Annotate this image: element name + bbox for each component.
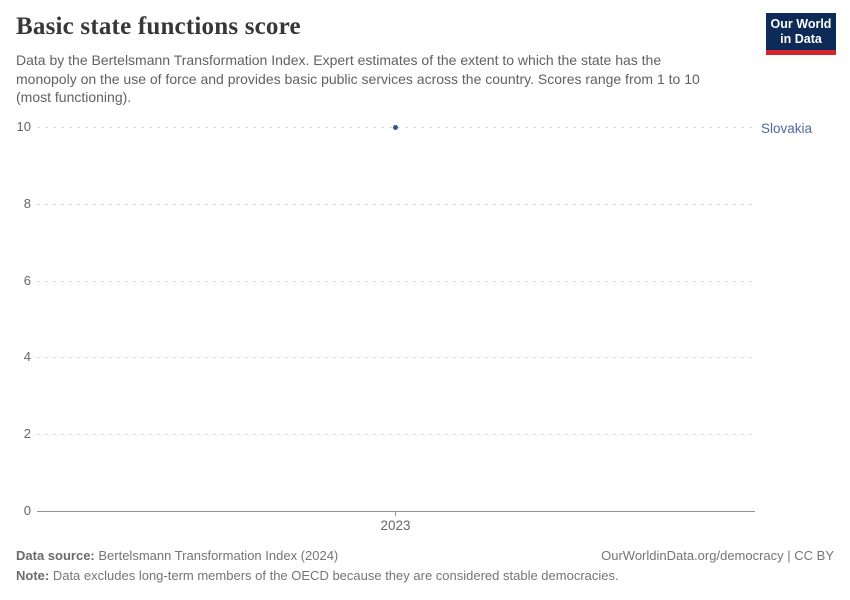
y-axis-tick-label: 10 — [16, 119, 31, 134]
series-label-slovakia[interactable]: Slovakia — [761, 121, 813, 136]
x-axis-line — [37, 511, 755, 512]
chart-footer: Data source: Bertelsmann Transformation … — [16, 548, 834, 563]
chart-subtitle-line: (most functioning). — [16, 89, 132, 105]
owid-license-link[interactable]: OurWorldinData.org/democracy | CC BY — [601, 548, 834, 563]
note-label: Note: — [16, 568, 50, 583]
y-axis-tick-label: 8 — [23, 196, 31, 211]
chart-subtitle: Data by the Bertelsmann Transformation I… — [16, 51, 746, 107]
chart-title: Basic state functions score — [16, 13, 301, 40]
data-source-text: Bertelsmann Transformation Index (2024) — [94, 548, 339, 563]
chart-subtitle-line: monopoly on the use of force and provide… — [16, 70, 700, 87]
chart-note: Note: Data excludes long-term members of… — [16, 568, 834, 583]
gridline-8 — [37, 204, 755, 205]
chart-subtitle-line: Data by the Bertelsmann Transformation I… — [16, 52, 662, 68]
data-point-slovakia[interactable] — [393, 125, 398, 130]
x-axis-tick — [395, 511, 396, 516]
y-axis-tick-label: 4 — [23, 349, 31, 364]
y-axis-tick-label: 2 — [23, 426, 31, 441]
data-source-line: Data source: Bertelsmann Transformation … — [16, 548, 338, 563]
owid-logo[interactable]: Our World in Data — [766, 13, 836, 55]
note-text: Data excludes long-term members of the O… — [49, 568, 619, 583]
gridline-4 — [37, 357, 755, 358]
owid-logo-line2: in Data — [780, 32, 822, 46]
x-axis-tick-label: 2023 — [380, 518, 411, 533]
y-axis-tick-label: 6 — [23, 273, 31, 288]
y-axis-tick-label: 0 — [23, 503, 31, 518]
gridline-2 — [37, 434, 755, 435]
gridline-6 — [37, 281, 755, 282]
data-source-label: Data source: — [16, 548, 95, 563]
owid-logo-line1: Our World — [770, 17, 832, 31]
